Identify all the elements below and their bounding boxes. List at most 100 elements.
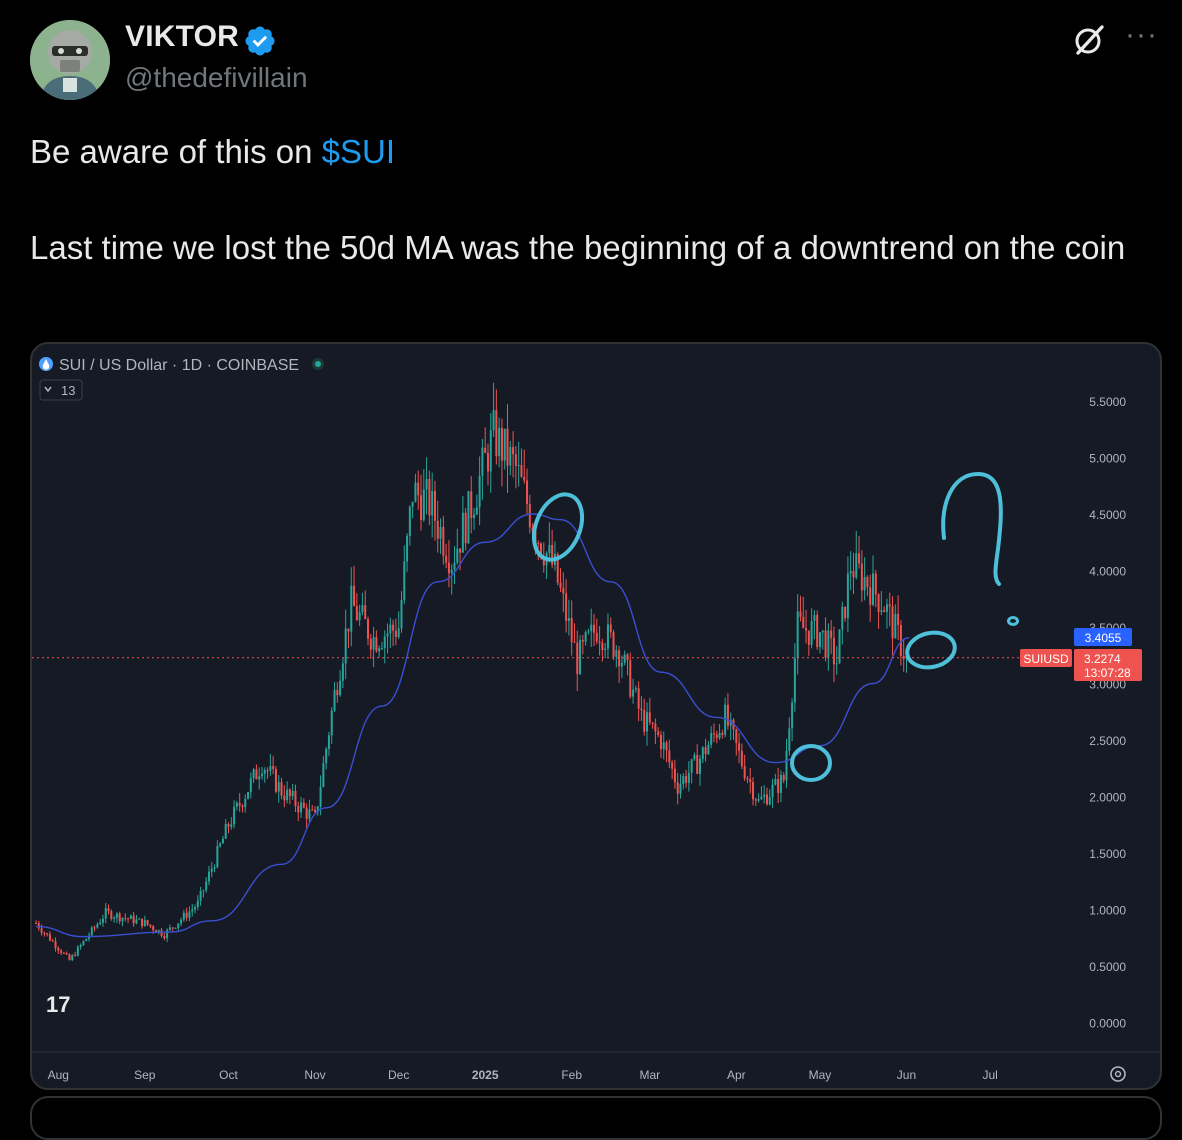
candle-up — [233, 806, 236, 825]
candle-down — [740, 750, 743, 767]
candle-up — [894, 613, 897, 639]
candle-up — [383, 636, 386, 649]
candle-down — [805, 628, 808, 631]
candle-down — [436, 520, 439, 539]
candle-up — [763, 794, 766, 797]
candle-up — [710, 733, 713, 745]
candle-down — [891, 606, 894, 639]
candle-down — [673, 768, 676, 783]
countdown-label: 13:07:28 — [1084, 666, 1131, 680]
grok-icon[interactable] — [1071, 22, 1107, 58]
candle-up — [517, 464, 520, 466]
cashtag-link[interactable]: $SUI — [321, 133, 396, 170]
candle-down — [152, 926, 155, 931]
candle-up — [785, 750, 788, 781]
candle-up — [316, 806, 319, 812]
indicator-count: 13 — [61, 383, 75, 398]
candle-up — [135, 919, 138, 924]
candle-up — [260, 773, 263, 777]
candle-down — [595, 632, 598, 642]
candle-up — [699, 758, 702, 774]
candle-up — [818, 632, 821, 648]
candle-up — [634, 688, 637, 690]
candle-up — [707, 744, 710, 755]
candle-up — [389, 624, 392, 634]
candle-down — [302, 802, 305, 808]
tweet-text: Be aware of this on $SUI Last time we lo… — [30, 128, 1150, 272]
candle-up — [729, 719, 732, 726]
candle-up — [620, 662, 623, 667]
candle-down — [802, 616, 805, 629]
candle-down — [877, 594, 880, 612]
candle-up — [319, 786, 322, 807]
tweet-text-line2: Last time we lost the 50d MA was the beg… — [30, 229, 1126, 266]
candle-down — [484, 447, 487, 453]
candle-down — [514, 454, 517, 466]
candle-up — [548, 545, 551, 554]
symbol-tag — [1020, 649, 1072, 667]
candle-up — [813, 614, 816, 622]
candle-down — [676, 782, 679, 794]
candle-down — [506, 428, 509, 466]
indicators-toggle[interactable] — [39, 379, 83, 401]
candle-down — [297, 805, 300, 813]
x-tick-label: Jun — [897, 1068, 916, 1082]
candle-up — [99, 922, 102, 925]
candle-down — [274, 768, 277, 792]
candle-down — [500, 427, 503, 461]
chart-settings-icon[interactable] — [1110, 1066, 1126, 1082]
candle-up — [286, 789, 289, 801]
candle-up — [579, 640, 582, 675]
candle-down — [659, 734, 662, 750]
candle-down — [445, 555, 448, 563]
candle-up — [567, 618, 570, 622]
candle-down — [523, 476, 526, 481]
candle-up — [855, 553, 858, 578]
candle-up — [701, 747, 704, 759]
candle-down — [860, 563, 863, 591]
candle-up — [300, 802, 303, 813]
candle-down — [629, 660, 632, 697]
candle-up — [244, 798, 247, 808]
last-price-label: 3.2274 — [1084, 652, 1121, 666]
candle-down — [367, 619, 370, 639]
candle-up — [757, 799, 760, 801]
candle-down — [314, 810, 316, 812]
candle-up — [849, 571, 852, 574]
candle-down — [495, 410, 498, 457]
candle-down — [266, 770, 269, 772]
candle-down — [227, 824, 230, 827]
chart-image-card[interactable]: 5.50005.00004.50004.00003.50003.00002.50… — [30, 342, 1162, 1090]
ma-line — [35, 513, 910, 938]
candle-down — [428, 478, 431, 516]
candle-up — [400, 600, 403, 629]
candle-up — [143, 920, 146, 927]
candle-up — [453, 562, 456, 570]
candle-down — [146, 920, 149, 925]
candle-down — [593, 624, 595, 633]
candle-up — [682, 776, 685, 785]
candle-up — [247, 792, 250, 799]
avatar[interactable] — [30, 20, 110, 100]
candle-up — [361, 605, 364, 613]
candle-up — [414, 482, 417, 502]
user-handle[interactable]: @thedefivillain — [125, 62, 308, 93]
candle-down — [581, 640, 584, 642]
candle-down — [899, 625, 902, 657]
candle-down — [715, 734, 718, 738]
x-tick-label: 2025 — [472, 1068, 499, 1082]
candle-up — [252, 769, 255, 779]
candle-up — [325, 748, 328, 764]
display-name[interactable]: VIKTOR — [125, 20, 239, 53]
candle-up — [584, 632, 587, 642]
candle-down — [392, 624, 395, 631]
candle-down — [433, 491, 436, 521]
candle-up — [587, 631, 590, 633]
candle-down — [721, 732, 724, 735]
more-options-icon[interactable]: ··· — [1125, 18, 1158, 51]
candle-down — [777, 779, 780, 794]
annotation-question-dot — [1007, 616, 1019, 626]
annotation-circle-ma-reclaim — [790, 744, 832, 782]
annotation-circle-current — [905, 630, 957, 670]
candle-up — [632, 689, 635, 697]
